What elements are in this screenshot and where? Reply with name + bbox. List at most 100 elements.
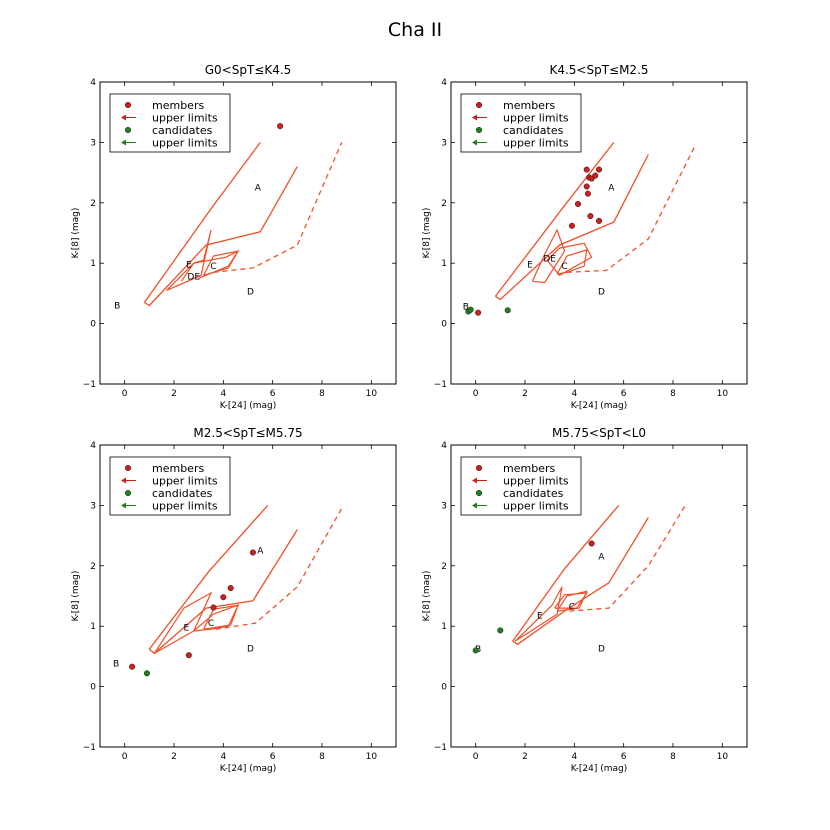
legend-entry-label: upper limits [152,112,218,125]
region-a-lower-boundary [512,517,649,646]
legend-entry-label: candidates [152,487,213,500]
region-label-de: DE [187,272,200,282]
region-polygon-3 [556,249,588,275]
region-a-lower-boundary [148,529,298,655]
legend-marker-arrow-head [472,114,477,121]
x-tick-label: 0 [122,389,128,399]
x-tick-label: 0 [473,389,479,399]
x-tick-label: 6 [270,752,276,762]
legend-entry-label: upper limits [503,137,569,150]
members-point [584,190,591,197]
region-label-a: A [598,553,605,563]
y-tick-label: 1 [90,622,96,632]
members-point [475,309,482,316]
legend-entry-label: upper limits [152,137,218,150]
members-point [596,217,603,224]
region-polygon-3 [203,250,240,276]
panel-title: M2.5<SpT≤M5.75 [193,426,302,440]
region-label-d: D [598,645,605,655]
plot-frame [99,81,397,385]
candidates-point [504,307,511,314]
y-tick-label: −1 [434,743,447,753]
y-tick-label: −1 [83,743,96,753]
region-label-a: A [255,184,262,194]
y-tick-label: 4 [90,441,96,451]
y-tick-label: 2 [441,562,447,572]
members-point [277,123,284,130]
panel-title: K4.5<SpT≤M2.5 [549,63,648,77]
figure-title: Cha II [388,19,442,41]
x-tick-label: 6 [270,389,276,399]
region-label-c: C [569,602,575,612]
legend-marker-dot [476,101,483,108]
region-d-boundary [566,145,696,273]
legend-entry-label: members [503,462,555,475]
candidates-point [497,627,504,634]
x-tick-label: 4 [220,389,226,399]
legend-entry-label: candidates [152,124,213,137]
legend-entry-label: upper limits [152,500,218,513]
x-tick-label: 8 [670,752,676,762]
y-axis-label: K-[8] (mag) [422,208,432,259]
plot-frame [99,444,397,748]
y-tick-label: 0 [90,683,96,693]
region-label-d: D [598,288,605,298]
legend-entry-label: upper limits [503,500,569,513]
members-point [583,166,590,173]
candidates-point [472,647,479,654]
y-tick-label: 4 [441,78,447,88]
y-tick-label: 3 [441,138,447,148]
x-tick-label: 10 [717,752,729,762]
region-label-a: A [608,184,615,194]
x-tick-label: 2 [171,389,177,399]
x-tick-label: 0 [473,752,479,762]
members-point [588,540,595,547]
plot-frame [450,81,748,385]
x-tick-label: 2 [522,752,528,762]
legend-entry-label: upper limits [503,112,569,125]
region-label-d: D [247,645,254,655]
legend-marker-arrow-head [121,502,126,509]
region-label-b: B [463,303,469,313]
x-tick-label: 4 [571,752,577,762]
region-polygon-1 [153,591,213,654]
y-tick-label: 0 [90,320,96,330]
x-tick-label: 2 [522,389,528,399]
y-tick-label: 0 [441,320,447,330]
region-label-a: A [257,547,264,557]
region-label-de: DE [543,254,556,264]
legend-marker-arrow-head [472,502,477,509]
x-tick-label: 4 [571,389,577,399]
y-tick-label: 4 [90,78,96,88]
region-d-boundary [215,508,343,630]
x-tick-label: 2 [171,752,177,762]
region-polygon-1 [514,586,563,642]
x-tick-label: 10 [366,752,378,762]
legend-marker-arrow-head [121,139,126,146]
region-label-e: E [186,260,192,270]
legend-entry-label: members [152,99,204,112]
panel-title: G0<SpT≤K4.5 [205,63,292,77]
x-tick-label: 10 [366,389,378,399]
legend-marker-arrow-head [121,477,126,484]
legend-marker-arrow-head [121,114,126,121]
y-tick-label: 0 [441,683,447,693]
y-tick-label: 2 [441,199,447,209]
region-d-boundary [569,505,686,612]
region-polygon-3 [554,592,588,609]
x-tick-label: 8 [319,752,325,762]
region-label-c: C [208,619,214,629]
y-axis-label: K-[8] (mag) [71,571,81,622]
y-tick-label: −1 [434,380,447,390]
x-tick-label: 8 [670,389,676,399]
region-label-d: D [247,288,254,298]
region-label-b: B [113,660,119,670]
y-tick-label: 2 [90,562,96,572]
members-point [592,172,599,179]
region-label-c: C [561,262,567,272]
y-tick-label: 1 [441,622,447,632]
